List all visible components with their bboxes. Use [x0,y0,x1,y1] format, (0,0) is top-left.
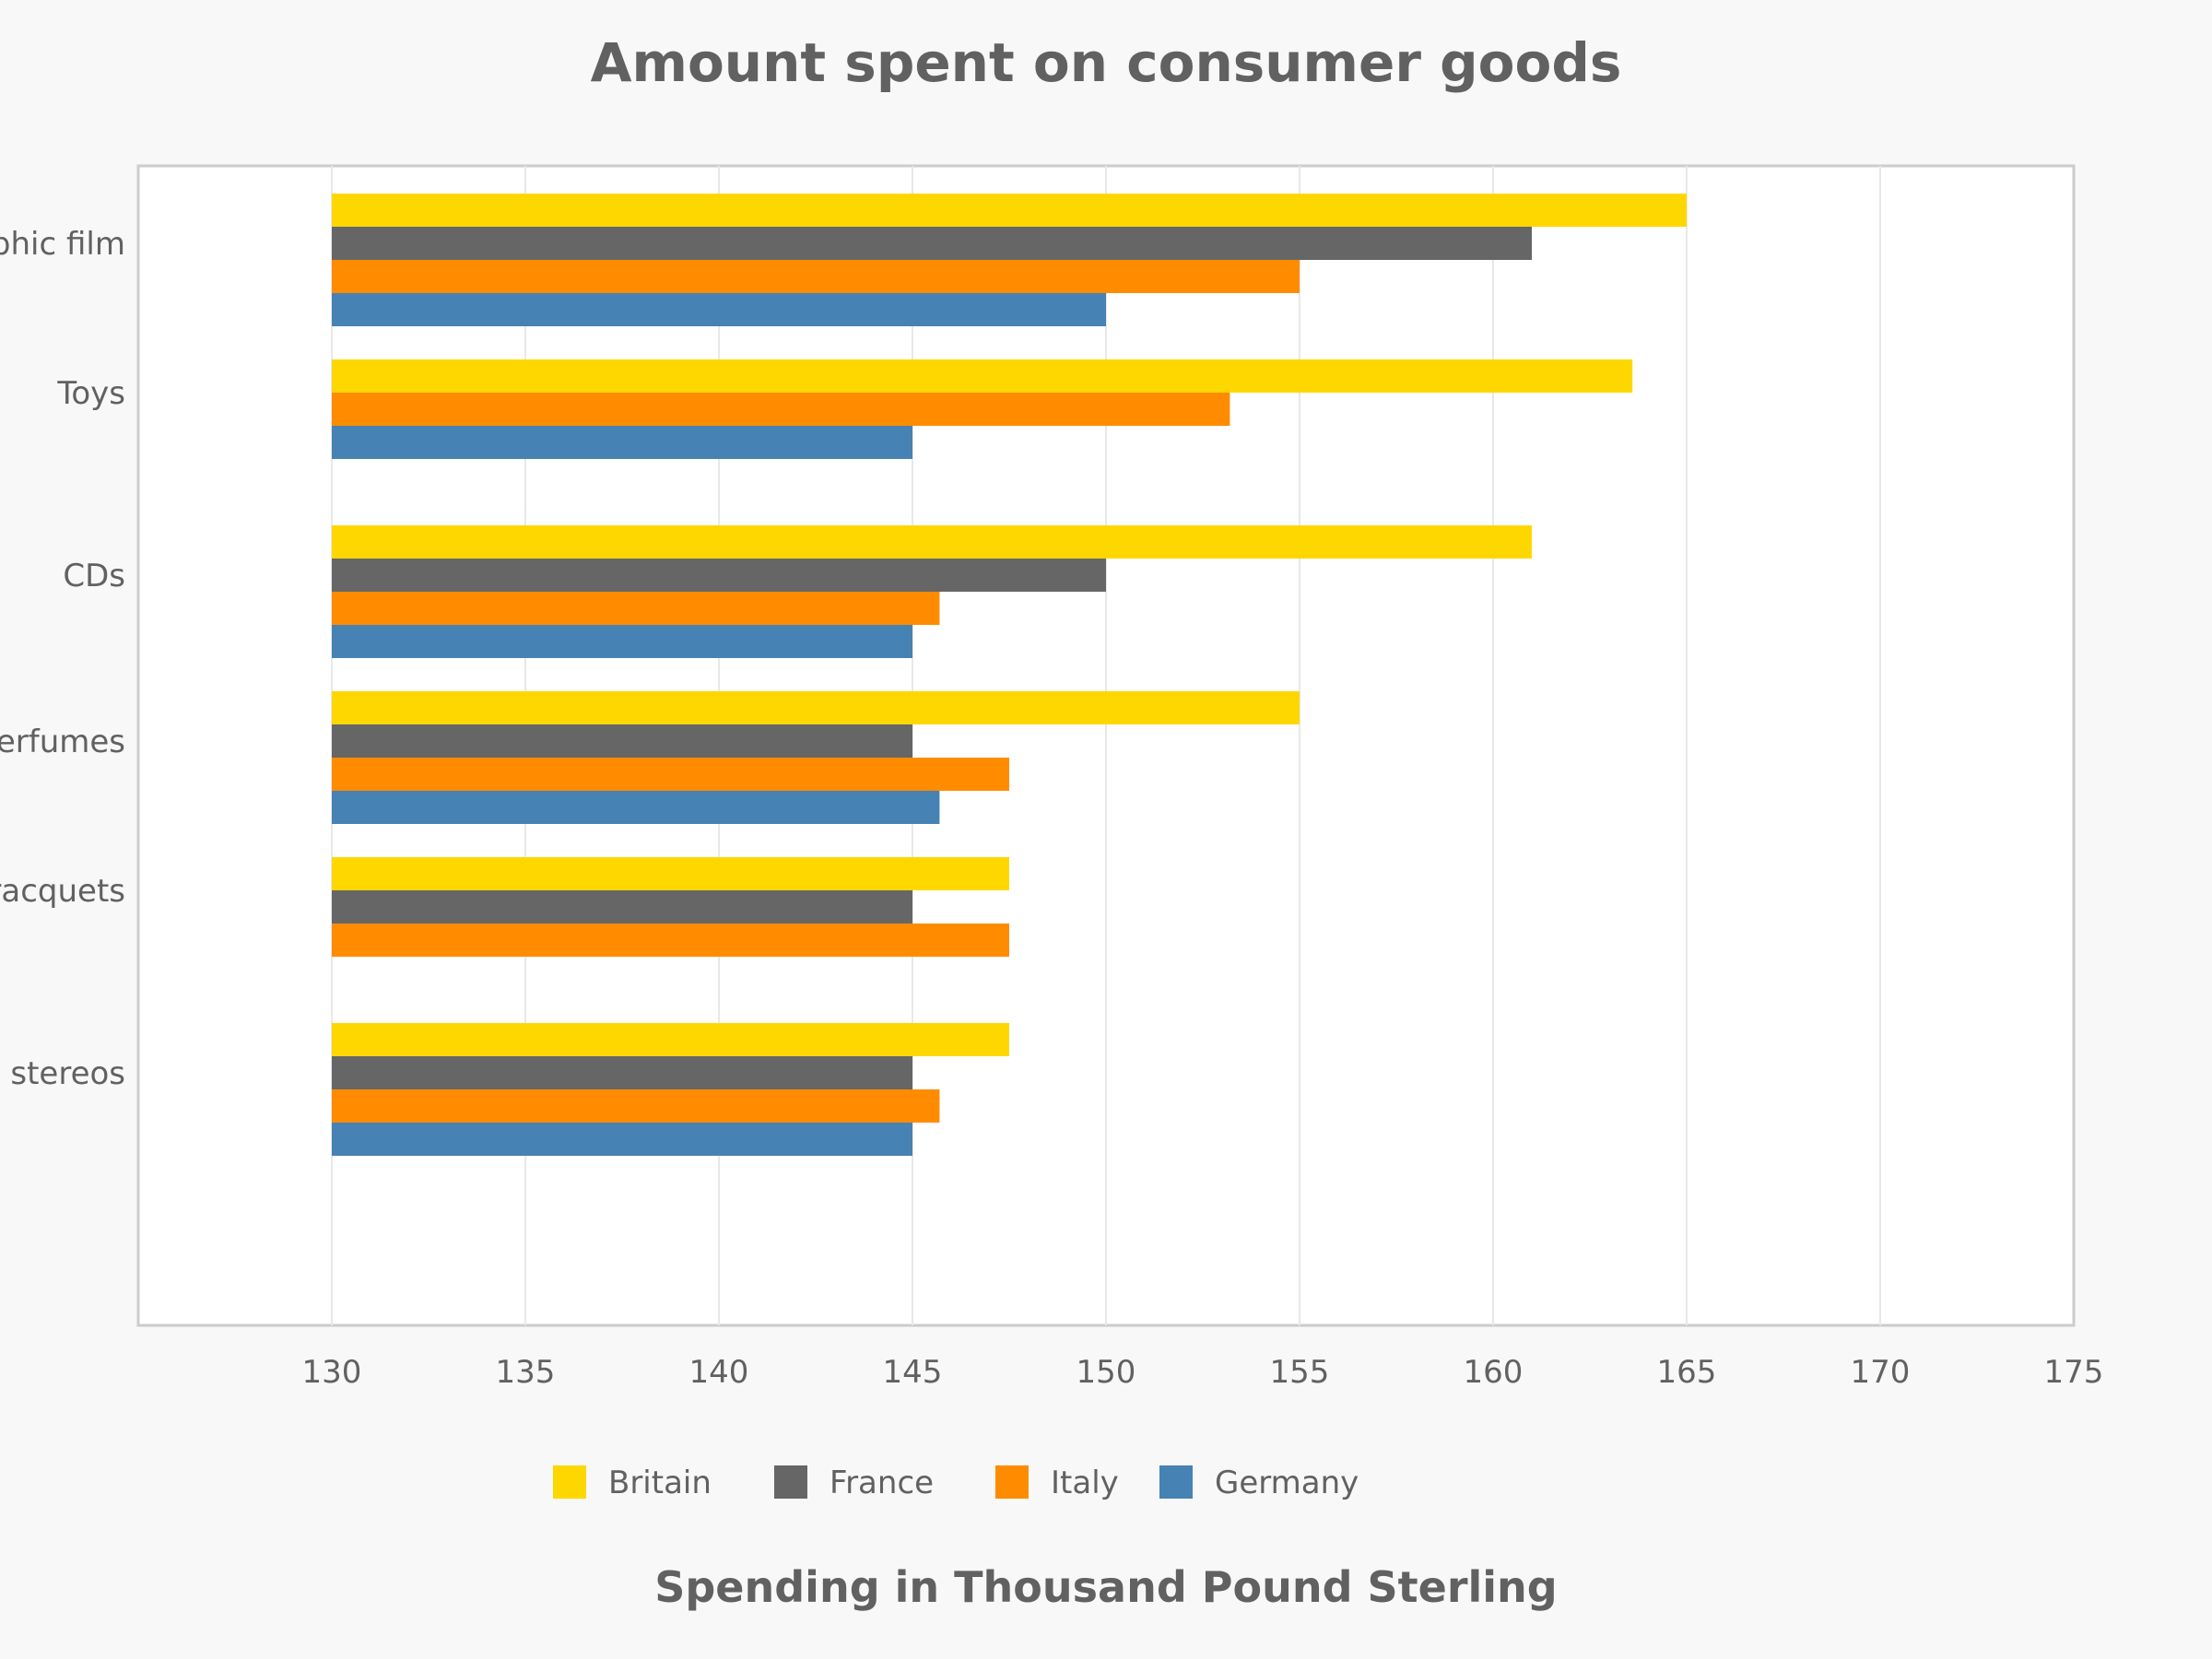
x-tick-label: 155 [1270,1354,1330,1391]
bar-germany-0 [332,293,1106,326]
bar-italy-3 [332,758,1009,791]
category-label: CDs [63,558,125,594]
bar-britain-4 [332,857,1009,890]
x-tick-label: 135 [496,1354,556,1391]
bar-france-0 [332,227,1532,260]
category-labels: Photographic film Toys CDs Perfumes Tennis r… [0,226,125,1092]
category-label: Photographic film [0,226,125,263]
bar-britain-3 [332,691,1300,724]
legend-label-france: France [830,1465,934,1501]
legend-label-italy: Italy [1051,1465,1119,1501]
bar-italy-1 [332,393,1230,426]
bar-britain-2 [332,525,1532,559]
bar-germany-2 [332,625,912,658]
bar-italy-0 [332,260,1300,293]
x-tick-label: 170 [1851,1354,1911,1391]
x-axis-label: Spending in Thousand Pound Sterling [654,1562,1557,1612]
category-label: Personal stereos [0,1055,125,1092]
bar-italy-4 [332,924,1009,957]
x-tick-labels: 130 135 140 145 150 155 160 165 170 175 [302,1354,2104,1391]
category-label: Toys [56,375,125,412]
bar-germany-1 [332,426,912,459]
bar-britain-0 [332,194,1687,227]
legend-swatch-germany [1159,1465,1193,1499]
bar-france-5 [332,1056,912,1089]
bar-france-3 [332,724,912,758]
legend-swatch-britain [553,1465,586,1499]
x-tick-label: 175 [2044,1354,2104,1391]
bar-britain-5 [332,1023,1009,1056]
x-tick-label: 150 [1077,1354,1136,1391]
bar-italy-5 [332,1089,940,1123]
legend-swatch-france [774,1465,807,1499]
bar-france-4 [332,890,912,924]
legend: Britain France Italy Germany [553,1465,1359,1501]
bar-germany-5 [332,1123,912,1156]
bar-britain-1 [332,359,1633,393]
category-label: Perfumes [0,724,125,760]
x-tick-label: 130 [302,1354,362,1391]
chart-title: Amount spent on consumer goods [591,31,1622,94]
bar-france-2 [332,559,1106,592]
bars [332,194,1687,1156]
legend-label-germany: Germany [1215,1465,1359,1501]
x-tick-label: 160 [1464,1354,1524,1391]
x-tick-label: 140 [689,1354,749,1391]
legend-label-britain: Britain [608,1465,712,1501]
x-tick-label: 145 [883,1354,943,1391]
category-label: Tennis racquets [0,873,125,910]
legend-swatch-italy [995,1465,1029,1499]
bar-italy-2 [332,592,940,625]
x-tick-label: 165 [1657,1354,1717,1391]
bar-germany-3 [332,791,940,824]
